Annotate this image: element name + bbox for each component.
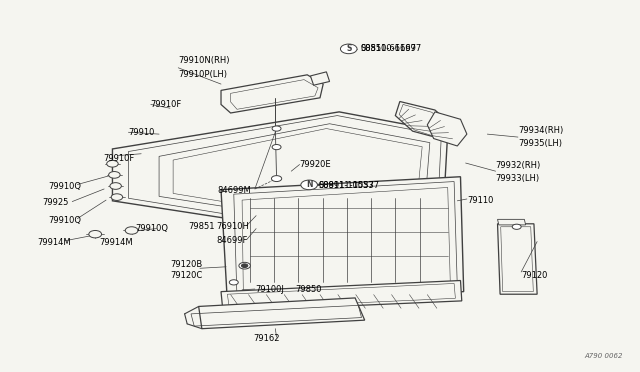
Text: 79920E: 79920E <box>300 160 331 169</box>
Polygon shape <box>221 280 462 311</box>
Text: 84699M: 84699M <box>218 186 252 195</box>
Text: 79910P(LH): 79910P(LH) <box>178 70 227 79</box>
Circle shape <box>272 144 281 150</box>
Circle shape <box>241 264 248 267</box>
Circle shape <box>271 176 282 182</box>
Text: 79851: 79851 <box>188 222 214 231</box>
Polygon shape <box>221 75 323 113</box>
Text: A790 0062: A790 0062 <box>585 353 623 359</box>
Circle shape <box>229 280 238 285</box>
Text: 79914M: 79914M <box>100 238 133 247</box>
Polygon shape <box>497 219 525 225</box>
Text: 79120B: 79120B <box>170 260 202 269</box>
Text: 79120: 79120 <box>521 271 548 280</box>
Text: 79933(LH): 79933(LH) <box>495 174 540 183</box>
Text: S: S <box>346 44 351 53</box>
Text: 79100J: 79100J <box>255 285 284 294</box>
Circle shape <box>110 183 122 189</box>
Circle shape <box>125 227 138 234</box>
Polygon shape <box>428 112 467 146</box>
Circle shape <box>340 44 357 54</box>
Text: N: N <box>306 180 312 189</box>
Circle shape <box>109 171 120 178</box>
Text: S08911-10537: S08911-10537 <box>319 181 380 190</box>
Text: 79932(RH): 79932(RH) <box>495 161 541 170</box>
Circle shape <box>301 180 317 190</box>
Text: S08510-61697: S08510-61697 <box>360 44 422 53</box>
Text: 79910Q: 79910Q <box>135 224 168 233</box>
Text: 79910F: 79910F <box>103 154 134 163</box>
Text: 79934(RH): 79934(RH) <box>518 126 563 135</box>
Text: 79910Q: 79910Q <box>49 216 81 225</box>
Text: 79910Q: 79910Q <box>49 182 81 190</box>
Text: 08510-61697: 08510-61697 <box>360 44 416 53</box>
Circle shape <box>239 262 250 269</box>
Text: 79914M: 79914M <box>38 238 71 247</box>
Circle shape <box>111 194 123 201</box>
Polygon shape <box>310 72 330 85</box>
Text: 79162: 79162 <box>253 334 280 343</box>
Text: 79910: 79910 <box>129 128 155 137</box>
Circle shape <box>512 224 521 230</box>
Text: 79850: 79850 <box>296 285 322 294</box>
Polygon shape <box>113 112 448 225</box>
Text: 08911-10537: 08911-10537 <box>319 181 374 190</box>
Polygon shape <box>497 224 537 294</box>
Text: 79110: 79110 <box>467 196 493 205</box>
Polygon shape <box>221 177 464 303</box>
Text: 84699F: 84699F <box>216 236 248 246</box>
Text: 79935(LH): 79935(LH) <box>518 139 562 148</box>
Text: 79925: 79925 <box>42 198 68 207</box>
Text: 79910N(RH): 79910N(RH) <box>178 56 230 65</box>
Text: 79120C: 79120C <box>170 271 202 280</box>
Text: 79910F: 79910F <box>151 100 182 109</box>
Polygon shape <box>198 298 365 329</box>
Circle shape <box>272 126 281 131</box>
Text: 76910H: 76910H <box>216 222 250 231</box>
Circle shape <box>89 231 102 238</box>
Polygon shape <box>396 102 454 140</box>
Circle shape <box>107 160 118 167</box>
